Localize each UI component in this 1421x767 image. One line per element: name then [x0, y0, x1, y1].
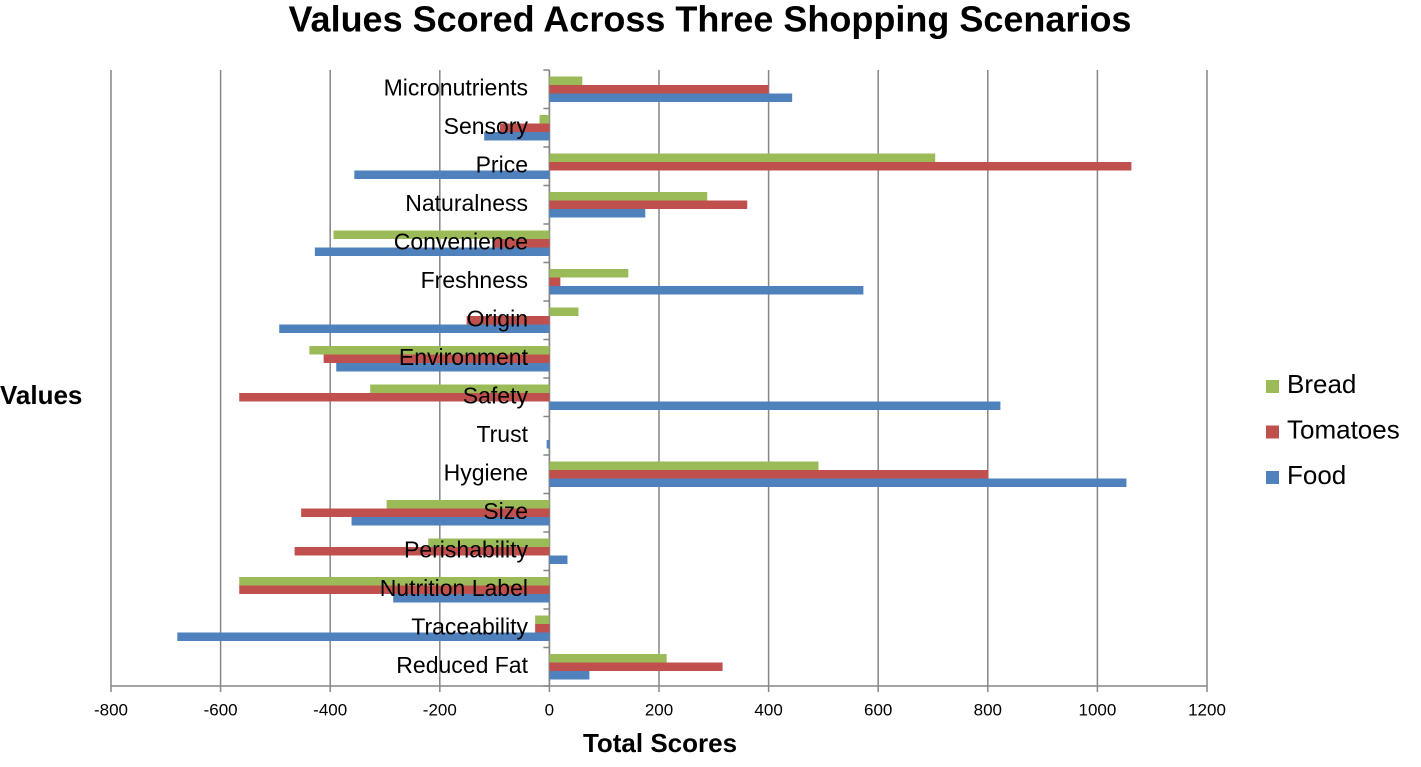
x-tick-label: 0 [545, 700, 554, 719]
bar [386, 500, 550, 509]
bar [323, 354, 550, 363]
bar [549, 277, 561, 286]
x-tick-label: 400 [754, 700, 782, 719]
bar [549, 162, 1132, 171]
bar [333, 230, 550, 239]
bar [309, 346, 550, 355]
legend-swatch [1266, 380, 1279, 393]
bar [466, 316, 550, 325]
bar [370, 384, 550, 393]
x-axis-label: Total Scores [583, 728, 737, 758]
y-tick-label: Price [476, 151, 528, 177]
bar [494, 239, 550, 248]
y-tick-label: Sensory [444, 113, 529, 139]
bar [549, 401, 1001, 410]
bar [549, 307, 579, 316]
bar [393, 594, 550, 603]
bar [549, 671, 590, 680]
bar [549, 555, 568, 564]
bar [549, 200, 748, 209]
legend-label: Bread [1287, 369, 1356, 399]
y-tick-label: Origin [467, 305, 528, 331]
bar [549, 76, 583, 85]
y-tick-label: Nutrition Label [380, 575, 528, 601]
x-tick-label: 1000 [1078, 700, 1116, 719]
y-tick-label: Micronutrients [384, 74, 528, 100]
bar [549, 209, 646, 218]
bar [549, 461, 819, 470]
x-tick-label: -800 [94, 700, 128, 719]
bar [428, 538, 550, 547]
bar [239, 577, 550, 586]
bar [484, 132, 550, 141]
bar [535, 615, 550, 624]
bar [301, 508, 550, 517]
bar [549, 470, 989, 479]
y-tick-label: Trust [476, 421, 528, 447]
y-tick-label: Naturalness [405, 190, 528, 216]
bar [239, 393, 550, 402]
bar [336, 363, 550, 372]
bar [239, 585, 550, 594]
x-tick-label: -200 [423, 700, 457, 719]
x-tick-label: -600 [204, 700, 238, 719]
bar [549, 286, 864, 295]
bar [351, 517, 550, 526]
bar [549, 478, 1127, 487]
bar [500, 123, 550, 132]
y-tick-label: Hygiene [444, 459, 528, 485]
bar [354, 170, 550, 179]
x-tick-label: 200 [645, 700, 673, 719]
bar [294, 547, 550, 556]
bar [549, 153, 936, 162]
legend-swatch [1266, 471, 1279, 484]
bar [539, 115, 550, 124]
bar [549, 662, 723, 671]
x-tick-label: 1200 [1188, 700, 1226, 719]
y-tick-label: Safety [463, 382, 529, 408]
legend-label: Tomatoes [1287, 414, 1400, 444]
y-tick-label: Convenience [394, 228, 528, 254]
y-tick-label: Freshness [421, 267, 528, 293]
bar [549, 192, 708, 201]
bar [535, 624, 550, 633]
y-axis-label: Values [0, 380, 82, 410]
bar [549, 93, 793, 102]
y-tick-label: Environment [399, 344, 529, 370]
x-tick-label: -400 [313, 700, 347, 719]
bar [279, 324, 550, 333]
bar [549, 269, 629, 278]
legend-label: Food [1287, 460, 1346, 490]
bar [549, 654, 667, 663]
bar [549, 85, 769, 94]
y-tick-label: Traceability [411, 613, 528, 639]
x-tick-label: 600 [864, 700, 892, 719]
bar [546, 440, 550, 449]
y-tick-label: Size [483, 498, 528, 524]
x-tick-label: 800 [974, 700, 1002, 719]
y-tick-label: Perishability [404, 536, 528, 562]
bar [177, 632, 550, 641]
legend-swatch [1266, 425, 1279, 439]
bar [314, 247, 550, 256]
chart-title: Values Scored Across Three Shopping Scen… [289, 0, 1132, 40]
y-tick-label: Reduced Fat [396, 652, 528, 678]
